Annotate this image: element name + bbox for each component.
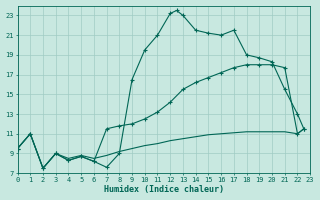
X-axis label: Humidex (Indice chaleur): Humidex (Indice chaleur) bbox=[104, 185, 224, 194]
